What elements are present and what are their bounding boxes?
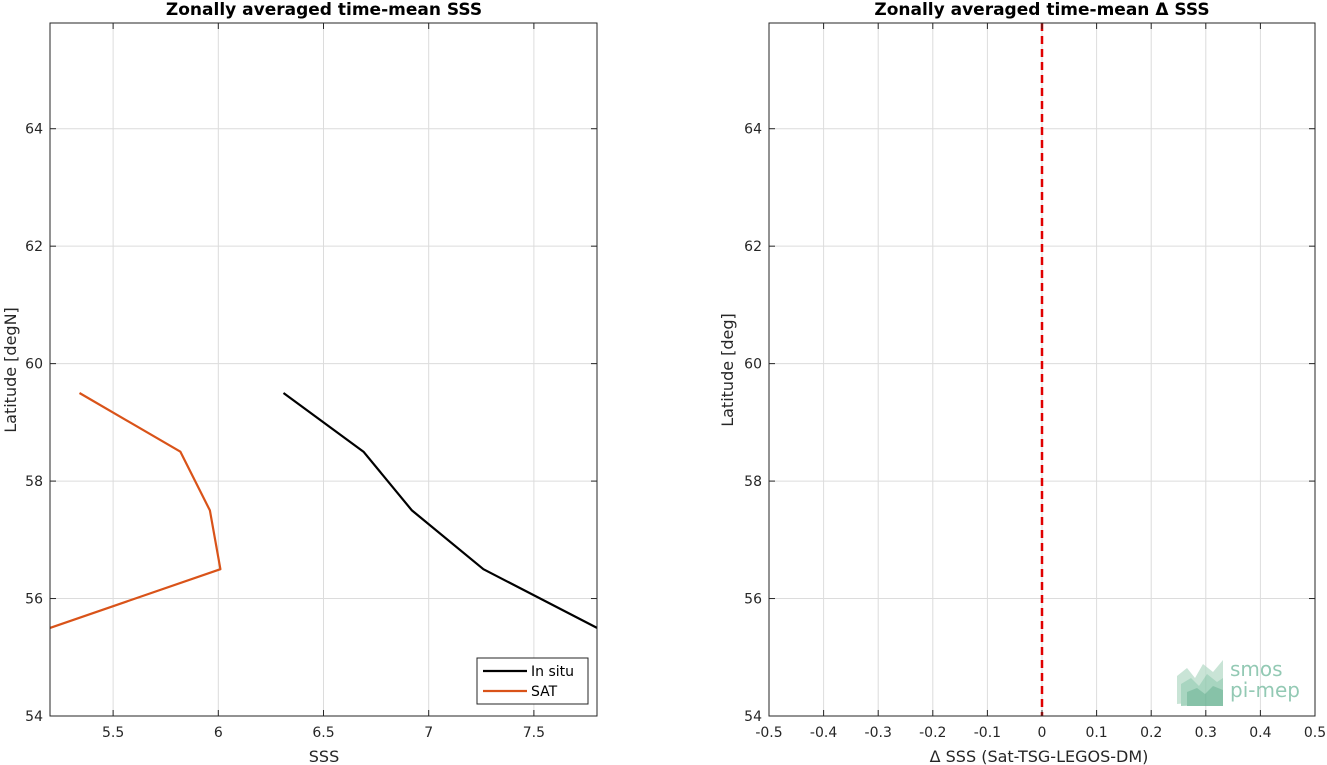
x-tick-label: 6.5 xyxy=(312,725,334,741)
legend-box xyxy=(476,657,589,705)
x-tick-label: -0.3 xyxy=(865,725,892,741)
y-tick-label: 62 xyxy=(25,239,43,255)
x-tick-label: 0.3 xyxy=(1195,725,1217,741)
left-gridlines xyxy=(50,23,597,717)
left-series-group xyxy=(49,392,598,629)
y-tick-label: 58 xyxy=(744,474,762,490)
logo-text-pi-mep: pi-mep xyxy=(1230,678,1300,702)
y-tick-label: 64 xyxy=(744,122,762,138)
y-tick-label: 60 xyxy=(25,357,43,373)
right-chart-panel: Zonally averaged time-mean Δ SSS -0.5 -0.… xyxy=(718,0,1326,765)
left-x-axis-label: SSS xyxy=(309,747,339,765)
x-tick-label: 0.5 xyxy=(1304,725,1326,741)
logo-text-smos: smos xyxy=(1230,657,1283,681)
x-tick-label: 0.1 xyxy=(1085,725,1107,741)
right-y-axis-label: Latitude [deg] xyxy=(718,313,737,427)
x-tick-label: 0.4 xyxy=(1249,725,1271,741)
y-tick-label: 64 xyxy=(25,122,43,138)
y-tick-label: 56 xyxy=(744,592,762,608)
series-line-sat xyxy=(49,392,222,629)
y-tick-label: 62 xyxy=(744,239,762,255)
y-tick-label: 54 xyxy=(744,709,762,725)
left-tick-marks xyxy=(50,23,597,717)
legend-label-sat: SAT xyxy=(531,684,558,700)
right-tick-marks xyxy=(768,23,1316,717)
series-line-in-situ xyxy=(282,392,598,629)
right-x-axis-label: Δ SSS (Sat-TSG-LEGOS-DM) xyxy=(930,747,1149,765)
y-tick-label: 58 xyxy=(25,474,43,490)
x-tick-label: 7 xyxy=(424,725,433,741)
left-x-tick-labels: 5.5 6 6.5 7 7.5 xyxy=(102,725,545,741)
legend: In situ SAT xyxy=(476,657,589,705)
x-tick-label: -0.4 xyxy=(810,725,837,741)
left-chart-panel: Zonally averaged time-mean SSS 5.5 6 6.5 7 7… xyxy=(1,0,598,765)
x-tick-label: -0.1 xyxy=(974,725,1001,741)
left-chart-title: Zonally averaged time-mean SSS xyxy=(166,0,482,20)
right-chart-title: Zonally averaged time-mean Δ SSS xyxy=(874,0,1209,20)
y-tick-label: 54 xyxy=(25,709,43,725)
left-y-tick-labels: 54 56 58 60 62 64 xyxy=(25,122,43,725)
left-y-axis-label: Latitude [degN] xyxy=(1,307,20,433)
legend-label-in-situ: In situ xyxy=(531,664,574,680)
x-tick-label: 5.5 xyxy=(102,725,124,741)
x-tick-label: 7.5 xyxy=(523,725,545,741)
y-tick-label: 56 xyxy=(25,592,43,608)
y-tick-label: 60 xyxy=(744,357,762,373)
right-y-tick-labels: 54 56 58 60 62 64 xyxy=(744,122,762,725)
x-tick-label: 0 xyxy=(1038,725,1047,741)
x-tick-label: 0.2 xyxy=(1140,725,1162,741)
x-tick-label: 6 xyxy=(214,725,223,741)
logo-wave-front xyxy=(1187,686,1223,706)
right-x-tick-labels: -0.5 -0.4 -0.3 -0.2 -0.1 0 0.1 0.2 0.3 0.4 0.5 xyxy=(755,725,1326,741)
x-tick-label: -0.2 xyxy=(919,725,946,741)
x-tick-label: -0.5 xyxy=(755,725,782,741)
smos-pi-mep-logo: smos pi-mep xyxy=(1177,657,1300,706)
